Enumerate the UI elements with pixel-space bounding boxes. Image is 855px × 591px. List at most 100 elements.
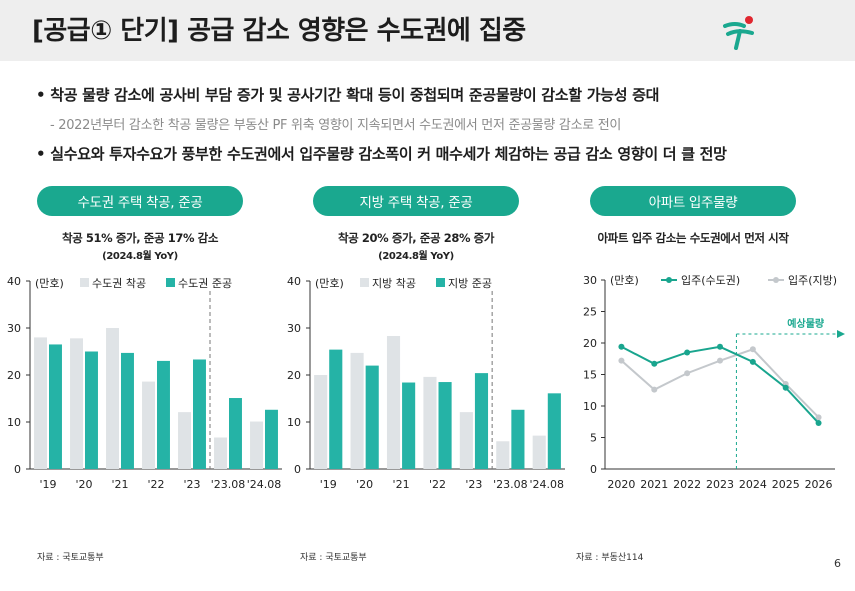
c1-bar-start	[250, 421, 263, 469]
bullet-subnote: - 2022년부터 감소한 착공 물량은 부동산 PF 위축 영향이 지속되면서…	[50, 118, 622, 133]
panel-1-caption-date: (2024.8월 YoY)	[102, 251, 178, 262]
c1-y-tick-label: 20	[7, 369, 21, 382]
c3-y-tick-label: 15	[583, 369, 597, 382]
c2-bar-start	[459, 412, 473, 469]
c2-legend-swatch	[360, 278, 369, 287]
c3-point-1	[684, 370, 691, 377]
c1-legend-swatch	[166, 278, 175, 287]
c2-bar-complete	[365, 365, 379, 469]
c2-y-tick-label: 30	[287, 322, 301, 335]
c3-x-tick-label: 2025	[772, 478, 800, 491]
c3-x-tick-label: 2020	[607, 478, 635, 491]
c1-x-tick-label: '23	[183, 478, 200, 491]
chart-region-bar: 0 10 20 30 40 '19 '20 '21 '22 '23 '23.08'24.08 (만호)…	[287, 275, 565, 491]
c3-point-0	[749, 358, 756, 365]
c3-legend-label: 입주(지방)	[788, 274, 837, 287]
c3-point-0	[684, 349, 691, 356]
c2-bar-start	[314, 375, 328, 469]
c3-legend-marker	[773, 277, 779, 283]
c2-x-tick-label: '19	[320, 478, 337, 491]
c1-bar-complete	[265, 409, 278, 469]
c2-bar-complete	[474, 373, 489, 469]
c2-bar-start	[532, 435, 546, 469]
c3-y-tick-label: 0	[590, 463, 597, 476]
c1-bar-start	[142, 381, 155, 469]
c3-x-tick-label: 2024	[739, 478, 767, 491]
c1-bar-start	[214, 437, 227, 469]
c3-y-tick-label: 25	[583, 306, 597, 319]
c3-point-1	[651, 386, 658, 393]
bullet-1: • 착공 물량 감소에 공사비 부담 증가 및 공사기간 확대 등이 중첩되며 …	[36, 86, 660, 104]
c2-unit-label: (만호)	[315, 277, 344, 290]
c3-x-tick-label: 2026	[805, 478, 833, 491]
c2-x-tick-label: '23.08	[493, 478, 528, 491]
panel-2-caption: 착공 20% 증가, 준공 28% 증가	[337, 231, 495, 245]
c1-bar-start	[106, 328, 119, 469]
c1-x-tick-label: '19	[39, 478, 56, 491]
c1-y-tick-label: 30	[7, 322, 21, 335]
c1-legend-label: 수도권 착공	[92, 277, 146, 290]
c3-x-tick-label: 2022	[673, 478, 701, 491]
c2-legend-swatch	[436, 278, 445, 287]
c2-bar-start	[350, 352, 364, 469]
panel-1-source: 자료 : 국토교통부	[37, 553, 104, 563]
c2-bar-start	[496, 441, 510, 469]
panel-3-caption: 아파트 입주 감소는 수도권에서 먼저 시작	[597, 231, 789, 245]
c1-unit-label: (만호)	[35, 277, 64, 290]
panel-2-source: 자료 : 국토교통부	[300, 553, 367, 563]
c3-y-tick-label: 10	[583, 400, 597, 413]
c3-point-1	[749, 346, 756, 353]
c3-unit-label: (만호)	[610, 274, 639, 287]
header-band: [공급① 단기] 공급 감소 영향은 수도권에 집중	[0, 0, 855, 61]
c2-x-tick-label: '20	[356, 478, 373, 491]
c2-legend-label: 지방 착공	[372, 277, 416, 290]
c2-bar-start	[423, 376, 437, 469]
page-title: [공급① 단기] 공급 감소 영향은 수도권에 집중	[32, 16, 526, 46]
c2-bar-complete	[402, 382, 416, 469]
c3-point-0	[717, 343, 723, 350]
c3-point-0	[782, 384, 789, 391]
c3-point-0	[651, 360, 658, 367]
c3-x-tick-label: 2023	[706, 478, 734, 491]
hana-logo-icon	[723, 16, 754, 50]
panel-2-pill: 지방 주택 착공, 준공	[313, 186, 519, 216]
c2-legend-label: 지방 준공	[448, 277, 492, 290]
panel-3-pill: 아파트 입주물량	[590, 186, 796, 216]
c2-y-tick-label: 0	[294, 463, 301, 476]
c1-legend-label: 수도권 준공	[178, 277, 232, 290]
c1-bar-complete	[157, 360, 170, 469]
c2-y-tick-label: 10	[287, 416, 301, 429]
c2-bar-start	[386, 335, 401, 469]
c3-point-1	[815, 414, 822, 421]
c2-y-tick-label: 40	[287, 275, 301, 288]
c3-y-tick-label: 30	[583, 274, 597, 287]
c3-y-tick-label: 20	[583, 337, 597, 350]
c2-bar-complete	[329, 349, 343, 469]
c3-point-0	[618, 343, 625, 350]
c2-bar-complete	[438, 382, 452, 469]
c3-point-0	[815, 420, 822, 427]
c3-y-tick-label: 5	[590, 432, 597, 445]
c2-x-tick-label: '22	[429, 478, 446, 491]
c1-x-tick-label: '23.08	[211, 478, 246, 491]
c3-point-1	[717, 357, 723, 364]
c3-forecast-arrow-icon	[837, 330, 845, 338]
c3-legend-marker	[666, 277, 672, 283]
c1-legend-swatch	[80, 278, 89, 287]
c2-x-tick-label: '21	[393, 478, 410, 491]
c1-y-tick-label: 40	[7, 275, 21, 288]
c2-x-tick-label: '24.08	[530, 478, 565, 491]
c3-legend-label: 입주(수도권)	[681, 274, 740, 287]
c1-bar-start	[70, 338, 83, 469]
c1-bar-complete	[49, 344, 62, 469]
c1-bar-complete	[193, 359, 206, 469]
c1-bar-start	[34, 337, 47, 469]
c2-bar-complete	[511, 409, 525, 469]
c3-forecast-label: 예상물량	[787, 317, 825, 330]
chart-seoul-bar: 0 10 20 30 40 '19 '20 '21 '22 '23 '23.08'24.08 (만호)…	[7, 275, 282, 491]
panel-3-source: 자료 : 부동산114	[576, 553, 644, 563]
c1-bar-complete	[85, 351, 98, 469]
page-number: 6	[834, 557, 841, 570]
c1-x-tick-label: '22	[147, 478, 164, 491]
panel-1-caption: 착공 51% 증가, 준공 17% 감소	[61, 231, 219, 245]
